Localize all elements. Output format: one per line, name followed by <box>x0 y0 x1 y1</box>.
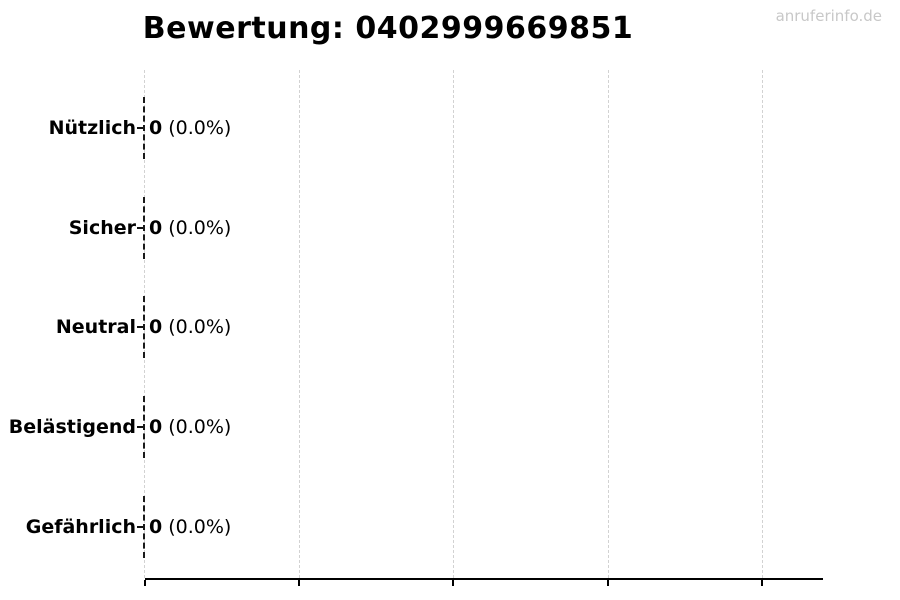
x-tick <box>452 580 454 586</box>
y-tick <box>137 426 144 428</box>
zero-value-bar <box>143 296 145 358</box>
x-tick <box>607 580 609 586</box>
category-row: Sicher 0 (0.0%) <box>0 178 900 278</box>
category-row: Nützlich 0 (0.0%) <box>0 78 900 178</box>
category-label: Sicher <box>68 217 136 239</box>
chart-title: Bewertung: 0402999669851 <box>142 11 634 46</box>
category-label: Gefährlich <box>25 516 136 538</box>
x-tick <box>298 580 300 586</box>
gridline <box>608 70 609 578</box>
value-count: 0 <box>149 316 163 338</box>
value-percent: (0.0%) <box>168 416 232 438</box>
zero-value-bar <box>143 97 145 159</box>
category-row: Gefährlich 0 (0.0%) <box>0 477 900 577</box>
value-label: 0 (0.0%) <box>149 117 231 139</box>
value-percent: (0.0%) <box>168 516 232 538</box>
value-count: 0 <box>149 217 163 239</box>
y-tick <box>137 227 144 229</box>
value-count: 0 <box>149 516 163 538</box>
value-label: 0 (0.0%) <box>149 217 231 239</box>
value-percent: (0.0%) <box>168 117 232 139</box>
x-tick <box>144 580 146 586</box>
value-count: 0 <box>149 416 163 438</box>
y-tick <box>137 326 144 328</box>
zero-value-bar <box>143 396 145 458</box>
value-percent: (0.0%) <box>168 316 232 338</box>
value-label: 0 (0.0%) <box>149 316 231 338</box>
value-label: 0 (0.0%) <box>149 516 231 538</box>
value-count: 0 <box>149 117 163 139</box>
gridline <box>762 70 763 578</box>
y-tick <box>137 127 144 129</box>
y-tick <box>137 526 144 528</box>
gridline <box>299 70 300 578</box>
category-label: Belästigend <box>8 416 136 438</box>
gridline <box>453 70 454 578</box>
x-tick <box>761 580 763 586</box>
value-label: 0 (0.0%) <box>149 416 231 438</box>
zero-value-bar <box>143 496 145 558</box>
category-row: Neutral 0 (0.0%) <box>0 277 900 377</box>
value-percent: (0.0%) <box>168 217 232 239</box>
zero-value-bar <box>143 197 145 259</box>
category-label: Nützlich <box>48 117 136 139</box>
watermark: anruferinfo.de <box>775 7 882 25</box>
category-label: Neutral <box>55 316 136 338</box>
x-axis <box>145 578 823 580</box>
category-row: Belästigend 0 (0.0%) <box>0 377 900 477</box>
